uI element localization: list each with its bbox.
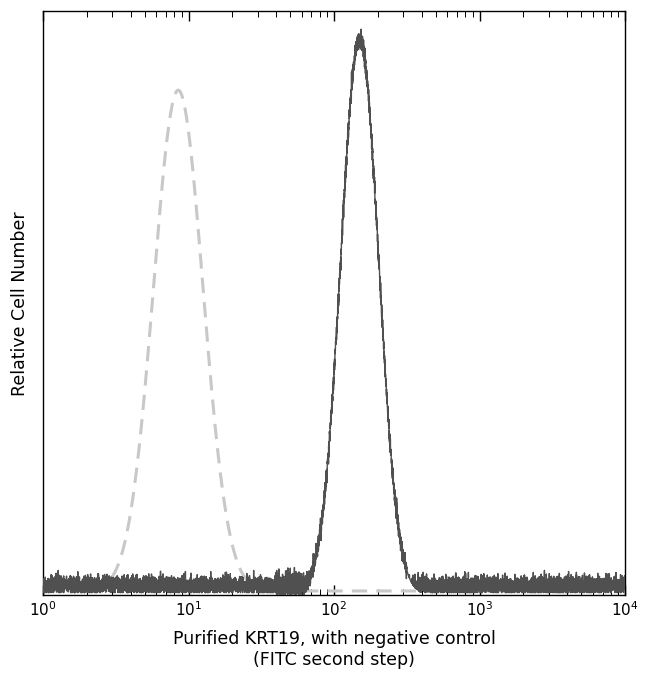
Y-axis label: Relative Cell Number: Relative Cell Number [11, 211, 29, 396]
X-axis label: Purified KRT19, with negative control
(FITC second step): Purified KRT19, with negative control (F… [173, 630, 495, 669]
